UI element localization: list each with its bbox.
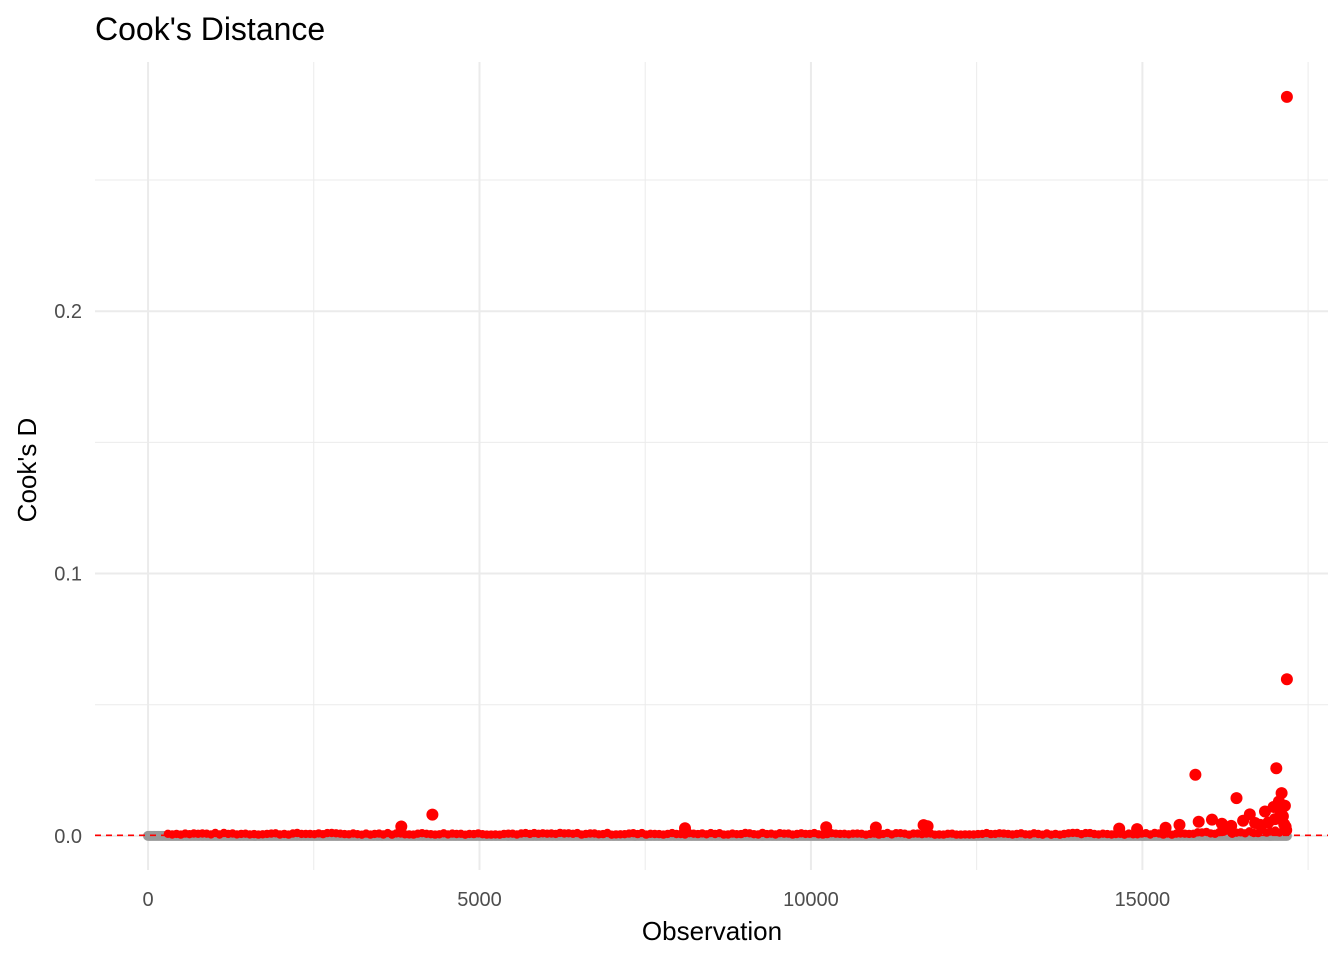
y-axis-title: Cook's D — [12, 418, 42, 523]
outlier-point — [1215, 817, 1228, 830]
outlier-point — [1192, 815, 1205, 828]
outlier-point — [1280, 673, 1293, 686]
outlier-point — [1206, 813, 1218, 826]
outlier-point — [1280, 90, 1293, 103]
x-axis-title: Observation — [642, 916, 782, 946]
y-tick-label: 0.1 — [54, 564, 82, 586]
outlier-point — [921, 820, 934, 833]
y-tick-labels: 0.0 0.1 0.2 — [54, 301, 82, 848]
x-tick-label: 10000 — [783, 889, 839, 911]
outlier-point — [1113, 822, 1126, 835]
points-above-threshold — [163, 90, 1293, 839]
x-tick-label: 5000 — [457, 889, 502, 911]
outlier-point — [395, 820, 408, 833]
outlier-point — [1230, 792, 1243, 805]
chart-title: Cook's Distance — [95, 11, 325, 47]
outlier-point — [1189, 768, 1202, 781]
outlier-point — [1131, 823, 1144, 836]
outlier-point — [1278, 818, 1291, 831]
outlier-point — [1270, 762, 1283, 775]
outlier-point — [869, 821, 882, 834]
y-tick-label: 0.2 — [54, 301, 82, 323]
grid-minor — [95, 62, 1328, 870]
outlier-point — [820, 821, 833, 834]
outlier-point — [426, 808, 439, 821]
outlier-point — [679, 822, 691, 835]
outlier-point — [1274, 807, 1287, 820]
outlier-point — [1173, 818, 1186, 831]
outlier-point — [1259, 805, 1271, 818]
x-tick-label: 15000 — [1115, 889, 1171, 911]
x-tick-label: 0 — [142, 889, 153, 911]
x-tick-labels: 0 5000 10000 15000 — [142, 889, 1170, 911]
outlier-point — [1237, 814, 1250, 827]
outlier-point — [1159, 821, 1172, 834]
grid-major — [95, 62, 1328, 870]
outlier-point — [1225, 819, 1238, 832]
y-tick-label: 0.0 — [54, 826, 82, 848]
